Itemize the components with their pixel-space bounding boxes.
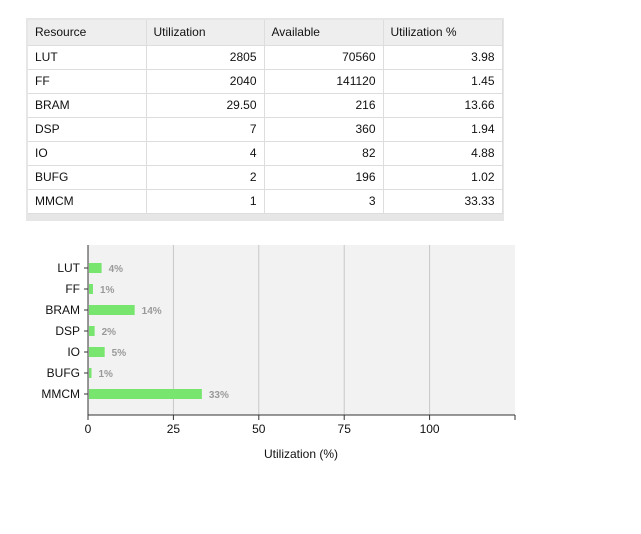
cell-available: 141120 [264, 69, 384, 94]
bar-ff [89, 284, 93, 294]
data-label-lut: 4% [109, 264, 124, 275]
cell-utilization-percent: 4.88 [383, 141, 503, 166]
table-row: BUFG 2 196 1.02 [28, 165, 503, 190]
cell-utilization-percent: 1.02 [383, 165, 503, 190]
x-tick-label: 0 [85, 422, 92, 436]
data-label-mmcm: 33% [209, 390, 229, 401]
y-tick-label-bufg: BUFG [47, 366, 80, 380]
cell-available: 196 [264, 165, 384, 190]
utilization-table: Resource Utilization Available Utilizati… [28, 20, 503, 214]
utilization-table-container: Resource Utilization Available Utilizati… [26, 18, 504, 221]
cell-resource: DSP [28, 117, 147, 142]
cell-utilization-percent: 1.45 [383, 69, 503, 94]
header-available: Available [264, 20, 384, 46]
table-row: DSP 7 360 1.94 [28, 117, 503, 142]
cell-utilization-percent: 13.66 [383, 93, 503, 118]
table-row: FF 2040 141120 1.45 [28, 69, 503, 94]
data-label-bram: 14% [142, 306, 162, 317]
table-row: LUT 2805 70560 3.98 [28, 45, 503, 70]
cell-utilization: 7 [146, 117, 265, 142]
cell-resource: MMCM [28, 189, 147, 214]
header-resource: Resource [28, 20, 147, 46]
cell-utilization: 1 [146, 189, 265, 214]
cell-resource: LUT [28, 45, 147, 70]
plot-area [88, 245, 515, 415]
y-tick-label-ff: FF [65, 282, 80, 296]
cell-resource: FF [28, 69, 147, 94]
y-tick-label-lut: LUT [57, 261, 80, 275]
x-tick-label: 75 [338, 422, 352, 436]
bar-mmcm [89, 389, 202, 399]
table-row: IO 4 82 4.88 [28, 141, 503, 166]
table-header-row: Resource Utilization Available Utilizati… [28, 20, 503, 46]
y-tick-label-bram: BRAM [45, 303, 80, 317]
bar-bram [89, 305, 135, 315]
cell-utilization: 4 [146, 141, 265, 166]
cell-utilization-percent: 33.33 [383, 189, 503, 214]
x-tick-label: 25 [167, 422, 181, 436]
header-utilization: Utilization [146, 20, 265, 46]
header-utilization-percent: Utilization % [383, 20, 503, 46]
cell-resource: IO [28, 141, 147, 166]
cell-utilization: 2805 [146, 45, 265, 70]
cell-available: 360 [264, 117, 384, 142]
cell-available: 216 [264, 93, 384, 118]
table-row: BRAM 29.50 216 13.66 [28, 93, 503, 118]
cell-resource: BRAM [28, 93, 147, 118]
data-label-dsp: 2% [102, 327, 117, 338]
cell-resource: BUFG [28, 165, 147, 190]
bar-lut [89, 263, 102, 273]
y-tick-label-dsp: DSP [55, 324, 80, 338]
bar-dsp [89, 326, 95, 336]
cell-available: 70560 [264, 45, 384, 70]
data-label-bufg: 1% [98, 369, 113, 380]
bar-io [89, 347, 105, 357]
data-label-io: 5% [112, 348, 127, 359]
utilization-bar-chart: 0 25 50 75 100 LUT 4% FF 1% BRAM 14% DSP 2% IO 5% BUFG 1… [26, 240, 516, 461]
bar-bufg [89, 368, 92, 378]
x-tick-label: 100 [420, 422, 440, 436]
cell-utilization: 2 [146, 165, 265, 190]
cell-utilization-percent: 1.94 [383, 117, 503, 142]
y-tick-label-mmcm: MMCM [41, 387, 80, 401]
cell-available: 82 [264, 141, 384, 166]
cell-available: 3 [264, 189, 384, 214]
cell-utilization-percent: 3.98 [383, 45, 503, 70]
cell-utilization: 29.50 [146, 93, 265, 118]
x-tick-label: 50 [252, 422, 266, 436]
y-tick-label-io: IO [67, 345, 80, 359]
x-axis-title: Utilization (%) [264, 447, 338, 461]
table-row: MMCM 1 3 33.33 [28, 189, 503, 214]
data-label-ff: 1% [100, 285, 115, 296]
cell-utilization: 2040 [146, 69, 265, 94]
